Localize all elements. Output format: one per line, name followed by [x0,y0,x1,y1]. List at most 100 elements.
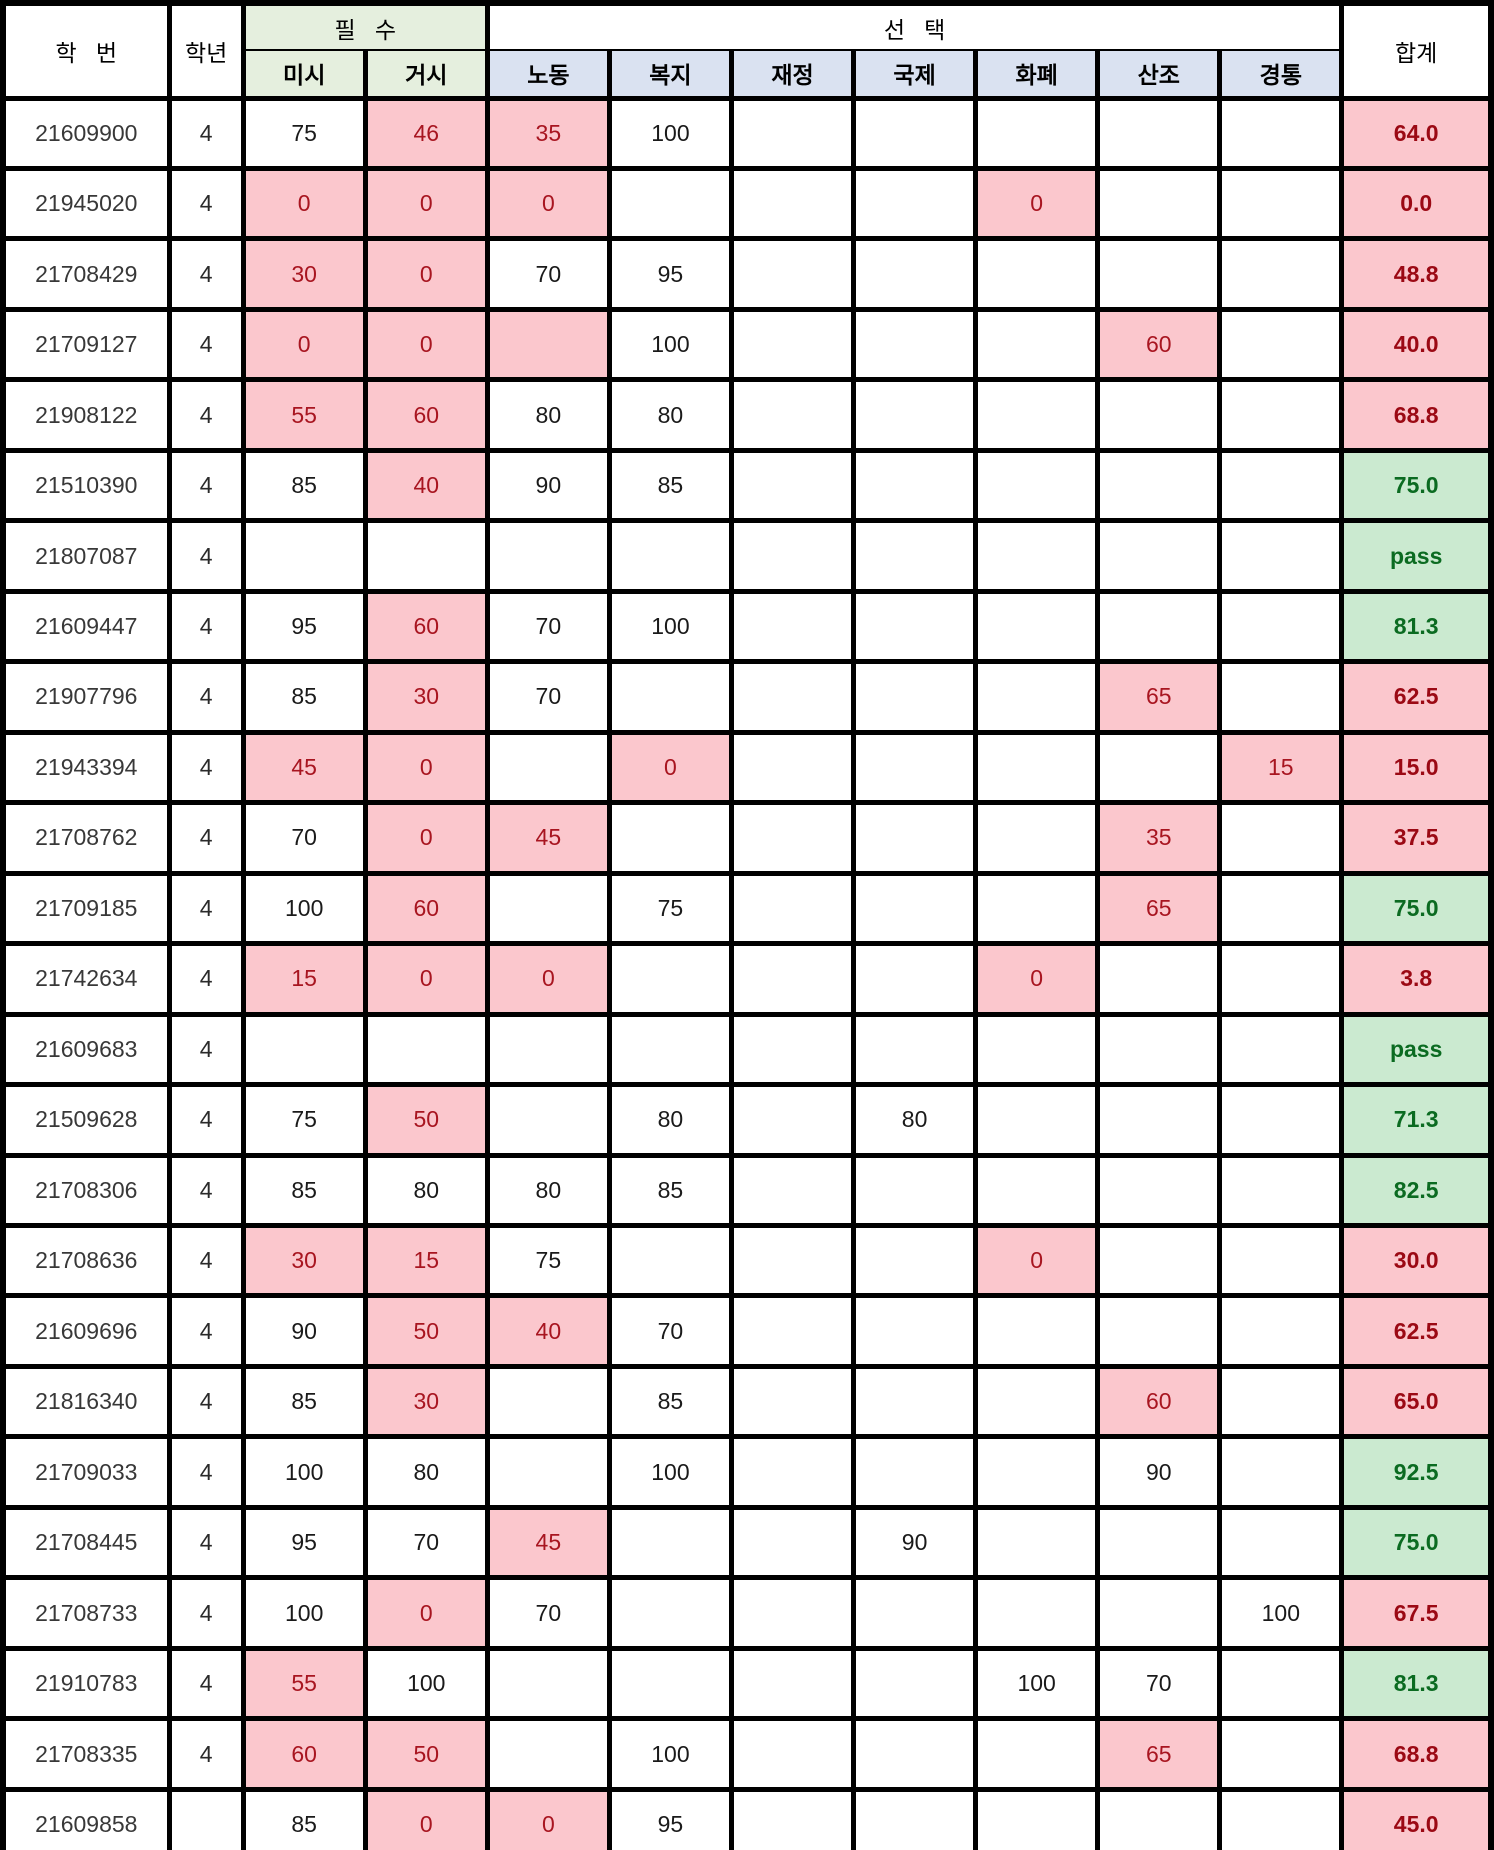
score-cell-산조 [1095,1504,1223,1581]
table-row: 21609858 85 0 0 95 45.0 [0,1786,1494,1850]
grade-cell: 4 [166,518,246,594]
grade-cell: 4 [166,95,246,171]
total-cell: 65.0 [1339,1363,1494,1440]
score-cell-화폐: 0 [973,1222,1101,1299]
score-cell-노동: 70 [484,588,612,665]
score-cell-재정 [728,800,857,876]
score-cell-노동: 70 [484,236,612,312]
student-id-cell: 21609447 [0,588,172,665]
score-cell-국제 [851,729,979,806]
subject-header-3: 노동 [484,49,612,101]
score-cell-경통 [1217,377,1345,453]
table-row: 21709127 4 0 0 100 60 40.0 [0,306,1494,383]
score-cell-국제 [851,1011,979,1088]
score-cell-산조 [1095,1082,1223,1158]
score-cell-경통 [1217,1222,1345,1299]
subject-header-8: 산조 [1095,49,1223,101]
score-cell-재정 [728,447,857,524]
score-cell-거시: 0 [362,165,490,242]
score-cell-복지 [606,659,734,735]
score-cell-화폐 [973,518,1101,594]
score-cell-국제 [851,1786,979,1850]
score-cell-미시: 60 [240,1716,368,1792]
score-cell-산조: 65 [1095,659,1223,735]
score-cell-산조 [1095,941,1223,1017]
score-cell-거시: 100 [362,1645,490,1722]
score-cell-경통 [1217,588,1345,665]
score-cell-노동: 75 [484,1222,612,1299]
score-cell-재정 [728,377,857,453]
score-cell-노동: 80 [484,377,612,453]
score-cell-경통 [1217,1504,1345,1581]
score-cell-복지: 85 [606,1363,734,1440]
total-cell: 37.5 [1339,800,1494,876]
table-row: 21709033 4 100 80 100 90 92.5 [0,1434,1494,1510]
score-cell-거시: 0 [362,800,490,876]
score-cell-미시: 55 [240,1645,368,1722]
score-cell-미시: 75 [240,95,368,171]
score-cell-거시: 46 [362,95,490,171]
score-cell-경통 [1217,236,1345,312]
subject-header-1: 미시 [240,49,368,101]
score-cell-노동: 70 [484,659,612,735]
student-id-cell: 21509628 [0,1082,172,1158]
score-cell-화폐 [973,1011,1101,1088]
grade-cell: 4 [166,165,246,242]
score-cell-복지: 85 [606,447,734,524]
score-cell-미시: 0 [240,165,368,242]
total-cell: 0.0 [1339,165,1494,242]
grade-cell: 4 [166,870,246,947]
subject-header-4: 복지 [606,49,734,101]
score-cell-거시: 50 [362,1716,490,1792]
score-cell-미시: 85 [240,659,368,735]
score-cell-복지: 85 [606,1152,734,1229]
score-cell-화폐 [973,659,1101,735]
score-cell-경통 [1217,1011,1345,1088]
score-cell-복지 [606,1011,734,1088]
score-cell-화폐 [973,1434,1101,1510]
score-cell-미시: 95 [240,1504,368,1581]
score-cell-복지 [606,1575,734,1651]
score-cell-화폐 [973,729,1101,806]
score-cell-거시: 60 [362,377,490,453]
total-cell: 62.5 [1339,659,1494,735]
student-id-cell: 21708335 [0,1716,172,1792]
table-row: 21708636 4 30 15 75 0 30.0 [0,1222,1494,1299]
score-cell-국제 [851,1222,979,1299]
score-cell-노동: 80 [484,1152,612,1229]
table-row: 21742634 4 15 0 0 0 3.8 [0,941,1494,1017]
total-cell: 82.5 [1339,1152,1494,1229]
total-cell: 40.0 [1339,306,1494,383]
score-cell-복지 [606,518,734,594]
score-cell-재정 [728,518,857,594]
score-cell-산조 [1095,1222,1223,1299]
score-cell-미시: 95 [240,588,368,665]
score-cell-거시: 50 [362,1082,490,1158]
grade-cell: 4 [166,729,246,806]
score-cell-경통 [1217,447,1345,524]
score-cell-복지: 100 [606,588,734,665]
score-cell-미시: 100 [240,1434,368,1510]
grade-cell: 4 [166,1645,246,1722]
score-cell-산조 [1095,588,1223,665]
score-cell-국제 [851,518,979,594]
grade-cell: 4 [166,1716,246,1792]
score-cell-거시: 80 [362,1434,490,1510]
student-id-cell: 21708306 [0,1152,172,1229]
table-row: 21510390 4 85 40 90 85 75.0 [0,447,1494,524]
score-cell-미시: 15 [240,941,368,1017]
score-cell-노동 [484,870,612,947]
table-body: 21609900 4 75 46 35 100 64.0 21945020 4 0 0 0 0 0.0 21… [0,95,1494,1850]
total-cell: 75.0 [1339,447,1494,524]
score-cell-경통 [1217,870,1345,947]
score-cell-산조 [1095,95,1223,171]
score-cell-거시: 0 [362,729,490,806]
student-id-header: 학 번 [0,0,172,101]
score-cell-미시: 85 [240,1152,368,1229]
grade-cell: 4 [166,1293,246,1369]
total-cell: 15.0 [1339,729,1494,806]
student-id-cell: 21816340 [0,1363,172,1440]
score-cell-거시: 0 [362,306,490,383]
student-id-cell: 21510390 [0,447,172,524]
table-row: 21943394 4 45 0 0 15 15.0 [0,729,1494,806]
